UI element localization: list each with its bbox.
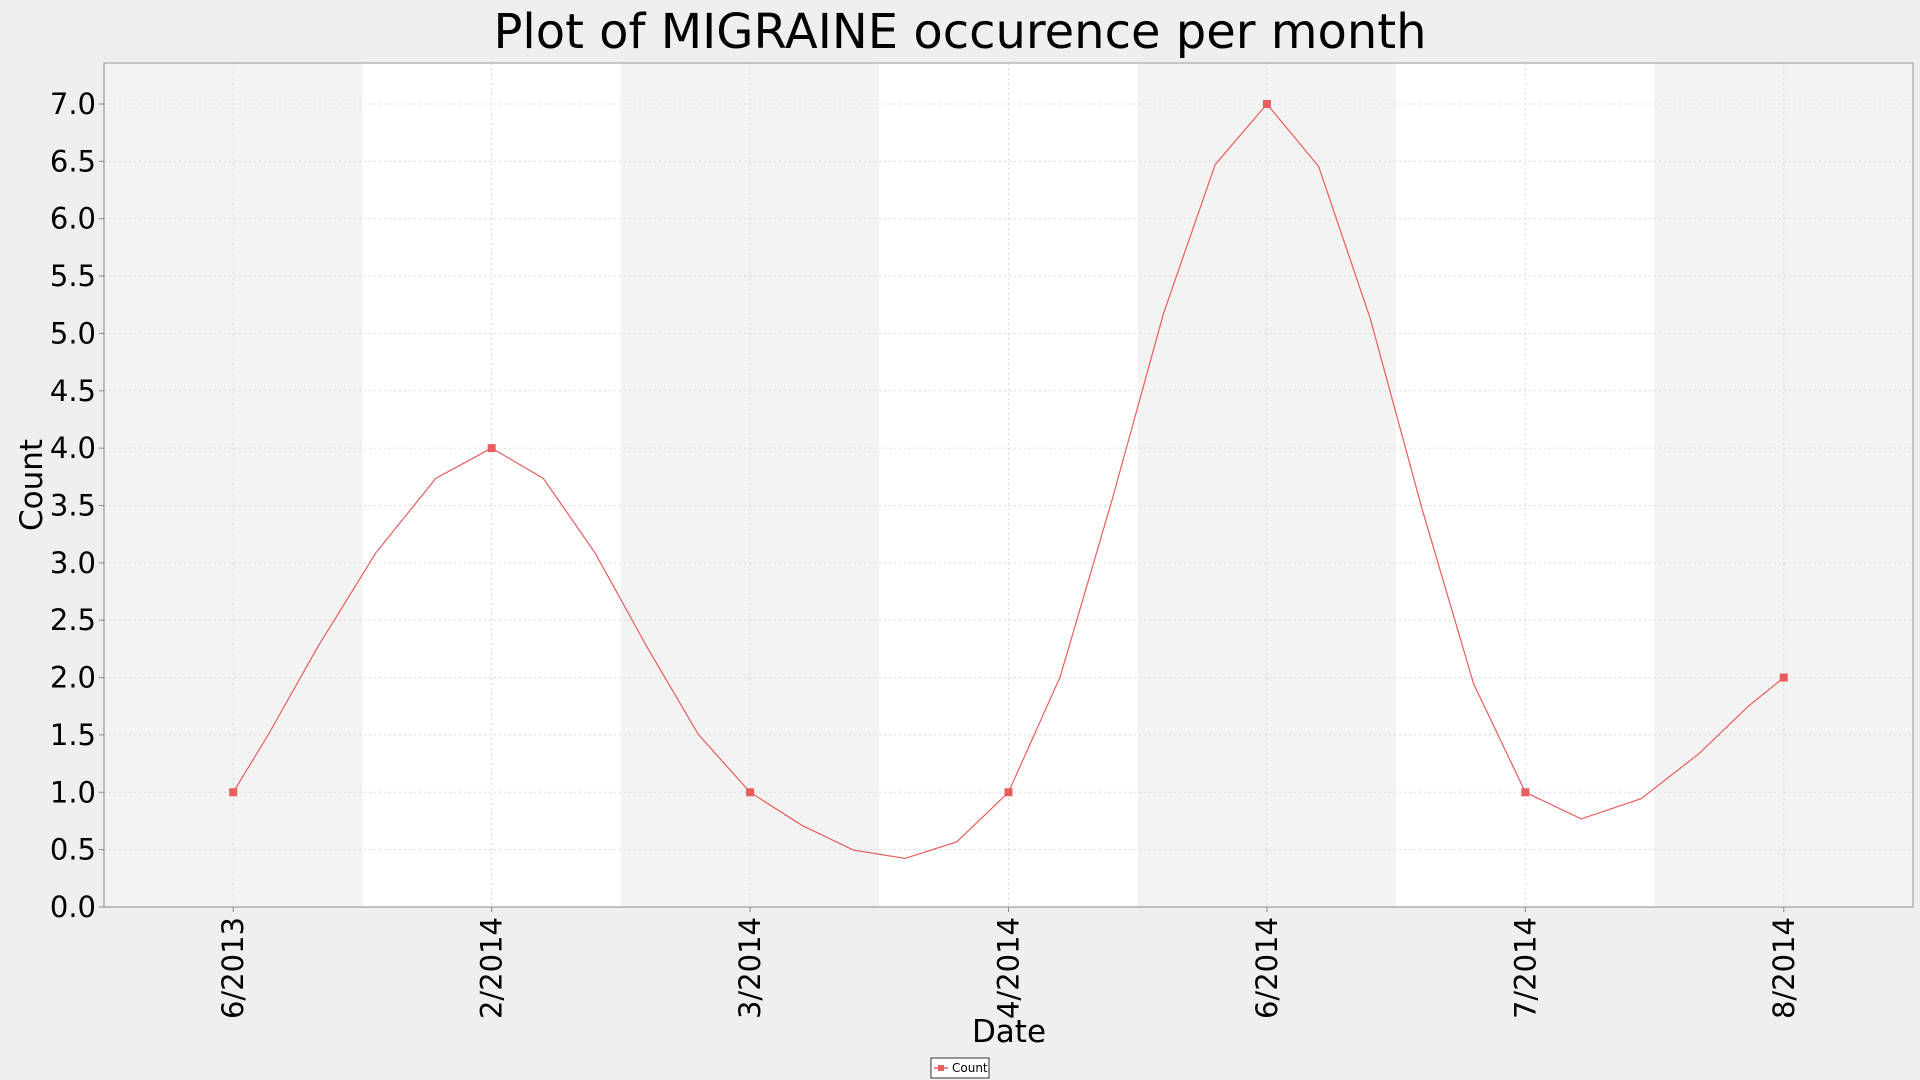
data-point [1262,100,1271,108]
y-tick-label: 0.5 [50,833,96,867]
series-count [229,100,1788,860]
data-point [1004,788,1013,797]
y-tick-label: 0.0 [50,890,96,924]
chart-title: Plot of MIGRAINE occurence per month [493,4,1426,60]
y-tick-label: 6.5 [50,144,96,178]
x-tick-label: 6/2014 [1250,917,1284,1019]
y-tick-label: 3.0 [50,546,96,580]
y-tick-label: 7.0 [50,87,96,121]
x-tick-label: 6/2013 [216,917,250,1019]
legend-box [930,1057,990,1079]
y-tick-label: 1.0 [50,775,96,809]
plot-area [103,62,1914,908]
x-tick-label: 8/2014 [1767,917,1801,1019]
y-tick-label: 2.5 [50,603,96,637]
legend-marker [938,1065,944,1071]
data-point [746,788,755,797]
x-tick-label: 3/2014 [733,917,767,1019]
data-point [1521,788,1530,797]
y-tick-label: 4.0 [50,431,96,465]
x-tick-label: 4/2014 [992,917,1026,1019]
data-point [229,788,238,797]
x-axis-label: Date [972,1014,1046,1050]
y-tick-label: 1.5 [50,718,96,752]
y-tick-label: 5.5 [50,259,96,293]
legend: Count [930,1057,990,1079]
x-tick-label: 2/2014 [475,917,509,1019]
y-tick-label: 3.5 [50,489,96,523]
data-point [1779,673,1788,682]
y-axis-label: Count [14,439,50,531]
legend-label: Count [952,1061,988,1075]
data-point [487,444,496,453]
y-tick-label: 4.5 [50,374,96,408]
y-tick-label: 6.0 [50,202,96,236]
x-tick-label: 7/2014 [1508,917,1542,1019]
y-axis: 0.0 0.5 1.0 1.5 2.0 2.5 3.0 3.5 4.0 4.5 5.0 5.5 6.0 6… [50,63,105,924]
y-tick-label: 5.0 [50,316,96,350]
x-axis: 6/2013 2/2014 3/2014 4/2014 6/2014 7/2014 8/20… [104,906,1913,1019]
y-tick-label: 2.0 [50,661,96,695]
